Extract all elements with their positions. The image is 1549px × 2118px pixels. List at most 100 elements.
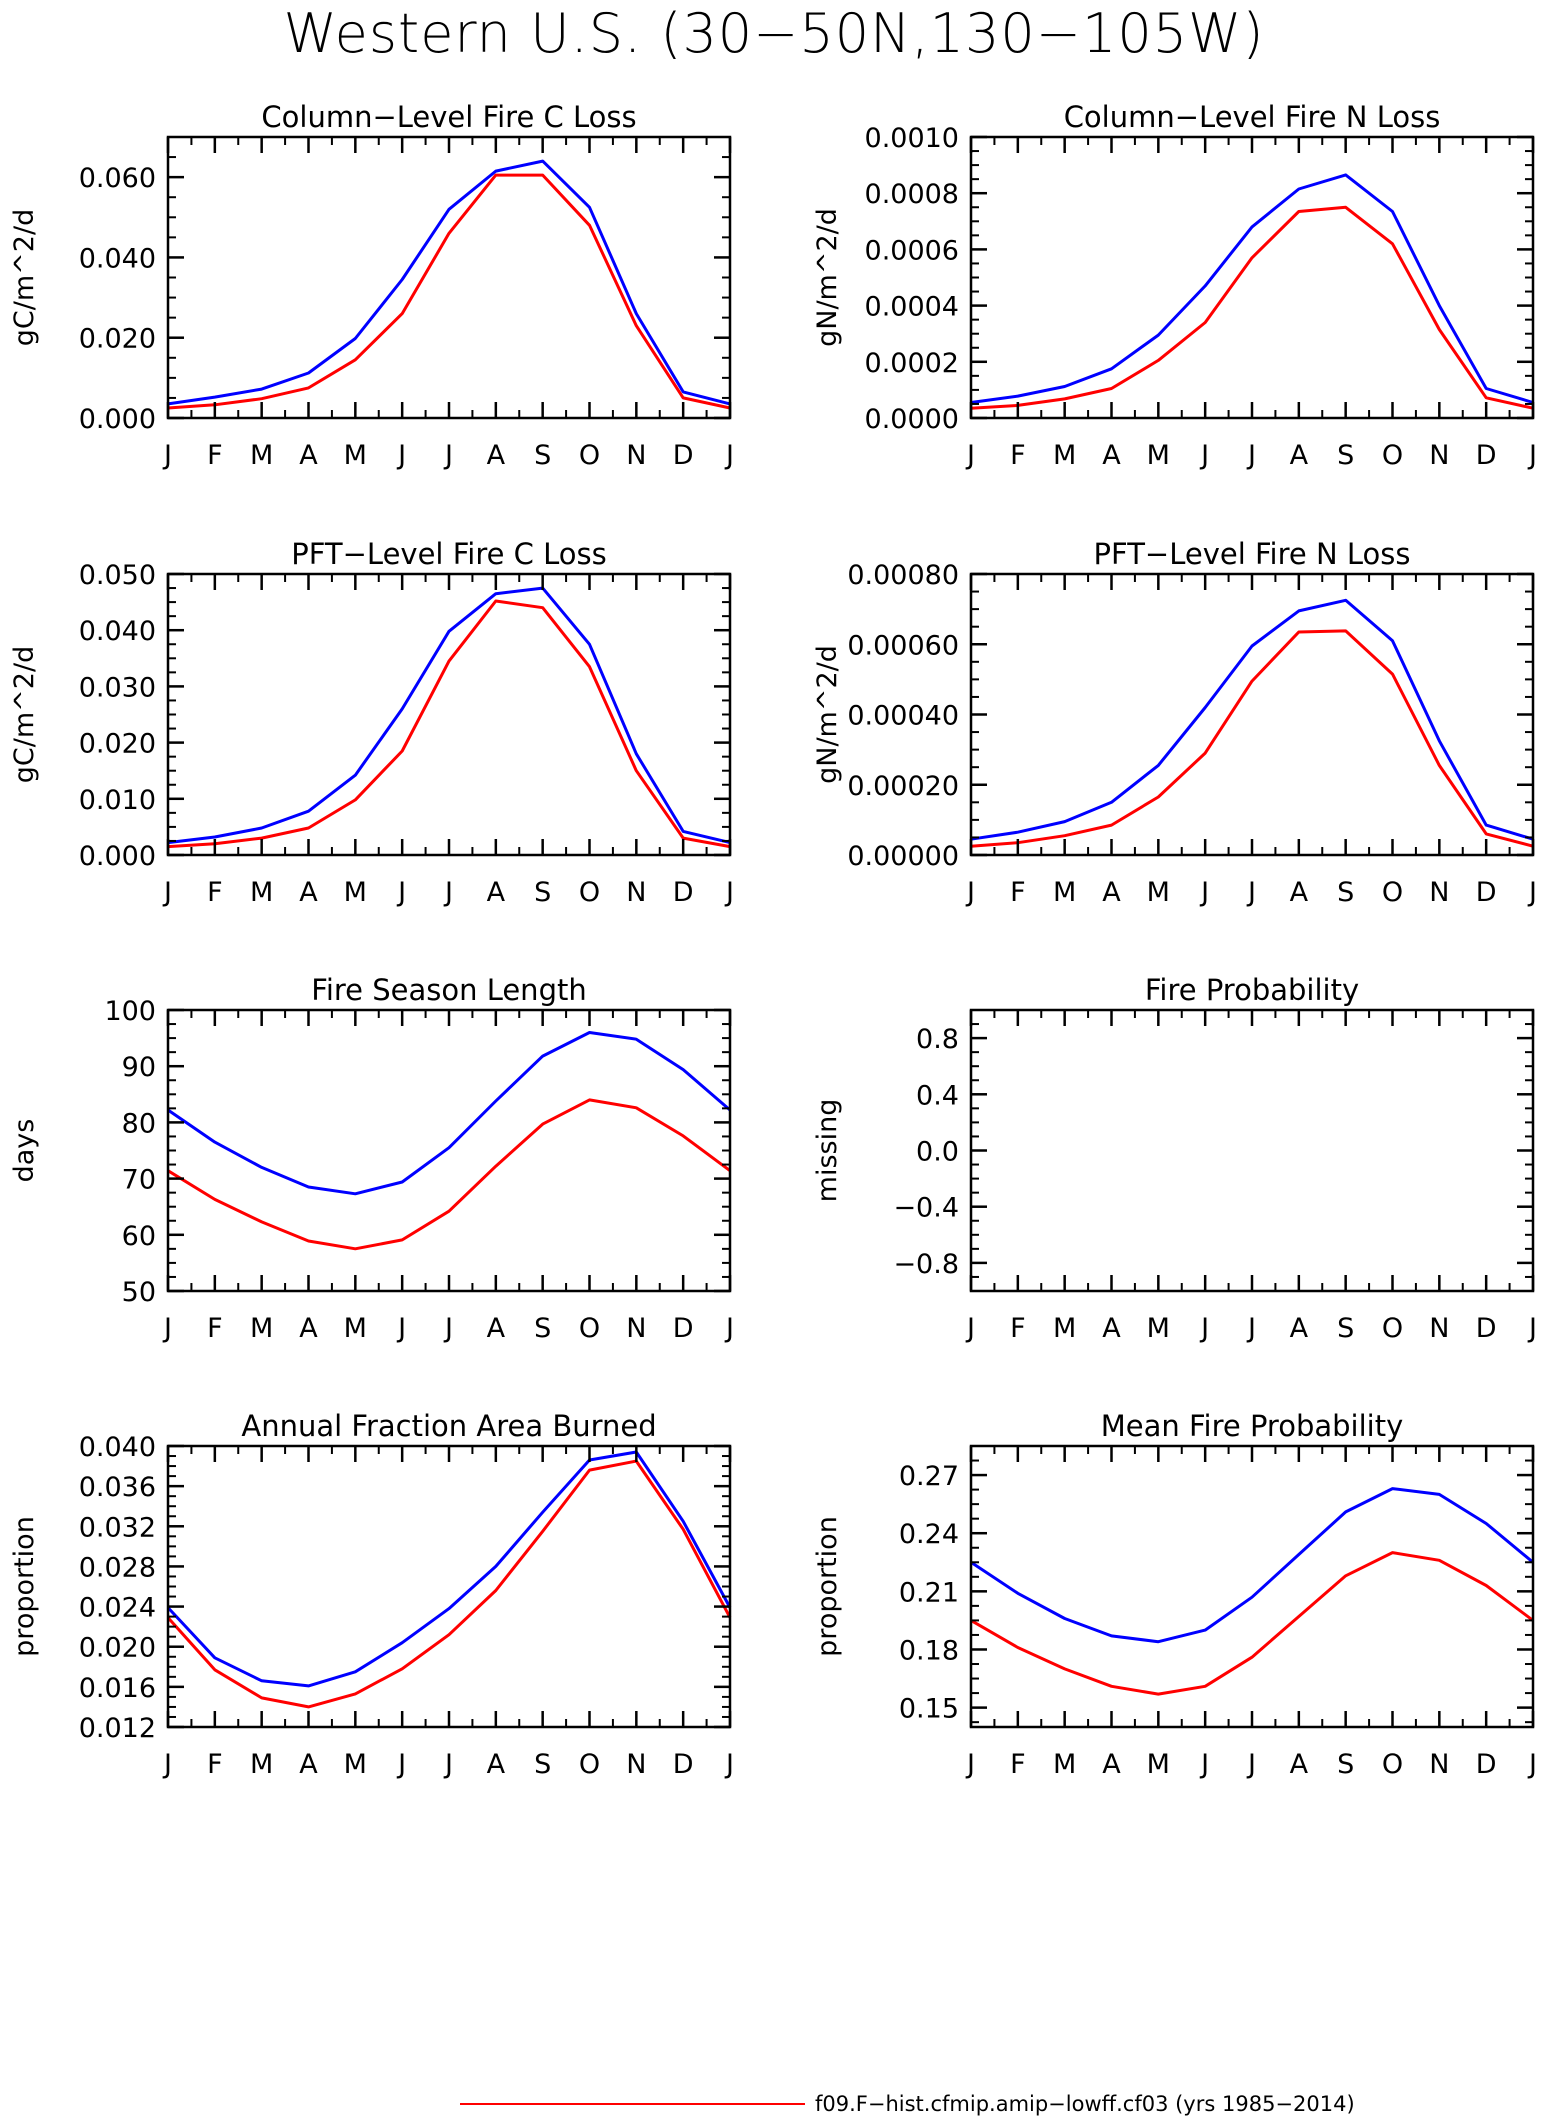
figure-title: Western U.S. (30−50N,130−105W): [283, 2, 1264, 65]
chart-panels: J F M A M J J A S O N D J0.0000.0200.0400.060Column−…: [9, 100, 1537, 1780]
x-tick-label: O: [579, 440, 600, 471]
x-tick-label: O: [579, 1313, 600, 1344]
y-tick-label: 0.0008: [865, 179, 959, 210]
x-tick-label: J: [443, 440, 453, 471]
x-tick-label: N: [626, 1749, 646, 1780]
series-line-2: [970, 205, 1534, 410]
y-axis-label: gC/m^2/d: [9, 646, 40, 783]
x-tick-label: J: [1527, 1749, 1537, 1780]
x-tick-label: O: [1382, 877, 1403, 908]
series-line-2: [166, 1459, 732, 1709]
x-tick-label: J: [443, 1749, 453, 1780]
x-tick-label: O: [1382, 1313, 1403, 1344]
y-tick-label: 0.028: [79, 1552, 156, 1583]
y-tick-label: 0.00040: [847, 701, 959, 732]
series-line-1: [970, 1487, 1534, 1644]
y-tick-label: 0.020: [79, 324, 156, 355]
x-tick-label: J: [1199, 1749, 1209, 1780]
x-tick-label: S: [534, 1313, 551, 1344]
series-line-1: [167, 1031, 731, 1196]
y-tick-label: 0.0002: [865, 348, 959, 379]
x-tick-label: D: [673, 1313, 694, 1344]
series-line-2: [970, 629, 1534, 848]
x-tick-label: M: [344, 1749, 367, 1780]
series-line-2: [167, 599, 731, 849]
panel-title: Annual Fraction Area Burned: [241, 1409, 656, 1443]
plot-frame: [969, 1008, 1535, 1293]
x-tick-label: S: [1337, 877, 1354, 908]
x-tick-label: J: [1199, 877, 1209, 908]
x-tick-label: D: [1476, 1313, 1497, 1344]
y-tick-label: 0.0: [916, 1137, 959, 1168]
y-axis-label: gN/m^2/d: [812, 208, 843, 347]
x-tick-label: M: [344, 877, 367, 908]
x-tick-label: J: [724, 1749, 734, 1780]
x-tick-label: J: [724, 1313, 734, 1344]
x-tick-label: D: [1476, 440, 1497, 471]
y-tick-label: 0.024: [79, 1593, 156, 1624]
x-tick-label: F: [207, 1749, 223, 1780]
plot-frame: [969, 572, 1535, 857]
x-tick-label: J: [162, 1313, 172, 1344]
x-tick-label: A: [487, 1749, 506, 1780]
x-tick-label: J: [1246, 877, 1256, 908]
y-tick-label: 0.060: [79, 163, 156, 194]
x-tick-label: J: [1527, 440, 1537, 471]
y-tick-label: 0.040: [79, 1432, 156, 1463]
series-line-1: [970, 598, 1534, 841]
y-tick-label: −0.4: [893, 1193, 959, 1224]
x-tick-label: S: [534, 877, 551, 908]
x-tick-label: M: [1147, 877, 1170, 908]
x-tick-label: M: [344, 440, 367, 471]
x-tick-label: F: [1010, 1749, 1026, 1780]
series-line-2: [970, 1551, 1534, 1696]
series-line-2: [167, 1098, 731, 1251]
x-tick-label: M: [1053, 877, 1076, 908]
panel-title: Column−Level Fire N Loss: [1064, 100, 1441, 134]
y-tick-label: 0.012: [79, 1713, 156, 1744]
panel-col-n: J F M A M J J A S O N D J0.00000.00020.00040.00060.0…: [812, 100, 1537, 471]
series-line-1: [970, 173, 1534, 404]
plot-frame: [166, 135, 732, 420]
x-tick-label: N: [1429, 1749, 1449, 1780]
x-tick-label: J: [443, 877, 453, 908]
x-tick-label: J: [1246, 440, 1256, 471]
x-tick-label: J: [965, 877, 975, 908]
x-tick-label: A: [299, 1313, 318, 1344]
y-tick-label: 0.0004: [865, 292, 959, 323]
y-tick-label: 0.040: [79, 243, 156, 274]
x-tick-label: J: [162, 1749, 172, 1780]
x-tick-label: N: [626, 877, 646, 908]
x-tick-label: J: [396, 1313, 406, 1344]
y-tick-label: 0.0010: [865, 123, 959, 154]
x-tick-label: J: [1199, 1313, 1209, 1344]
x-tick-label: J: [1527, 877, 1537, 908]
panel-title: Mean Fire Probability: [1101, 1409, 1404, 1443]
x-tick-label: A: [299, 877, 318, 908]
y-tick-label: 0.00000: [847, 841, 959, 872]
x-tick-label: O: [1382, 1749, 1403, 1780]
series-line-1: [167, 586, 731, 845]
x-tick-label: M: [1147, 1313, 1170, 1344]
y-tick-label: 90: [122, 1052, 156, 1083]
x-tick-label: F: [1010, 440, 1026, 471]
plot-frame: [166, 1444, 732, 1729]
plot-frame: [166, 1008, 732, 1293]
panel-pft-c: J F M A M J J A S O N D J0.0000.0100.0200.0300.0400.…: [9, 537, 734, 908]
y-axis-label: missing: [812, 1099, 843, 1203]
y-tick-label: 0.8: [916, 1024, 959, 1055]
series-line-2: [167, 173, 731, 410]
x-tick-label: A: [299, 1749, 318, 1780]
legend-label: f09.F−hist.cfmip.amip−lowff.cf03 (yrs 19…: [815, 2092, 1355, 2116]
y-tick-label: 0.016: [79, 1673, 156, 1704]
panel-title: Fire Probability: [1145, 973, 1359, 1007]
x-tick-label: N: [626, 440, 646, 471]
plot-frame: [969, 1444, 1535, 1729]
x-tick-label: S: [1337, 1313, 1354, 1344]
x-tick-label: M: [250, 1749, 273, 1780]
x-tick-label: J: [162, 440, 172, 471]
y-tick-label: 60: [122, 1221, 156, 1252]
x-tick-label: J: [965, 1749, 975, 1780]
